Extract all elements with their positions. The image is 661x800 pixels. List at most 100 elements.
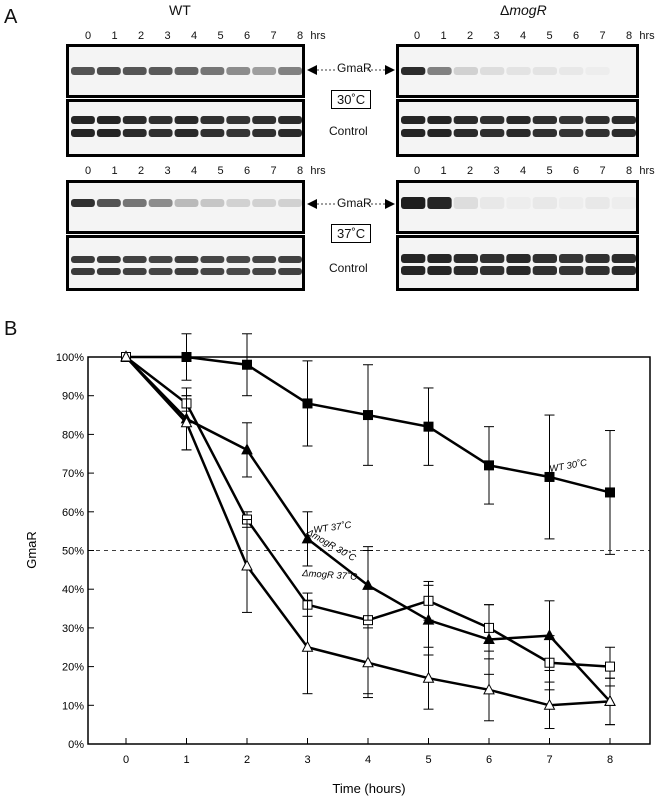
band [96, 199, 121, 207]
band [174, 268, 199, 275]
lane-number: 8 [296, 165, 304, 177]
band [200, 67, 225, 75]
control-label-bottom: Control [329, 261, 368, 275]
band [532, 129, 557, 137]
band [480, 67, 505, 75]
lane-number: 4 [519, 165, 527, 177]
band [148, 268, 173, 275]
band [148, 256, 173, 263]
band [71, 268, 95, 275]
band [200, 268, 225, 275]
band [401, 116, 426, 124]
lane-number: 3 [164, 165, 171, 177]
lane-number: 1 [440, 165, 447, 177]
band [122, 67, 147, 75]
lanes-unit: hrs [310, 30, 326, 42]
lane-number: 7 [270, 30, 277, 42]
band [532, 266, 557, 275]
lane-number: 0 [84, 30, 92, 42]
data-point [301, 532, 314, 544]
lane-number: 5 [217, 165, 224, 177]
lane-number: 5 [546, 165, 553, 177]
band [506, 254, 531, 263]
band [427, 266, 452, 275]
band [559, 116, 584, 124]
blot-wt-37-control [66, 235, 305, 291]
data-point [241, 559, 253, 571]
data-point [483, 683, 495, 695]
lane-number: 2 [137, 165, 145, 177]
data-point [605, 487, 615, 498]
lane-number: 6 [243, 30, 251, 42]
blot-mogr-30-control [396, 99, 639, 157]
data-point [483, 632, 495, 645]
x-tick-label: 8 [607, 754, 613, 766]
band [226, 268, 251, 275]
mogr-header: ΔmogR [500, 2, 547, 18]
band [401, 266, 426, 275]
band [611, 197, 636, 209]
band [96, 116, 121, 124]
mogr-lane-numbers-top: 0 1 2 3 4 5 6 7 8 hrs [340, 30, 660, 44]
mogr-gene-name: mogR [509, 2, 547, 18]
band [148, 116, 173, 124]
data-point [604, 694, 616, 706]
lane-number: 1 [111, 30, 118, 42]
x-tick-label: 5 [425, 754, 431, 766]
band [532, 254, 557, 263]
data-point [301, 640, 314, 652]
data-point [422, 613, 435, 625]
band [506, 67, 531, 75]
band [532, 116, 557, 124]
x-axis: 0 1 2 3 4 5 6 7 8 [123, 738, 613, 766]
x-tick-label: 0 [123, 754, 129, 766]
band [96, 129, 121, 137]
data-point [543, 698, 556, 710]
data-point [120, 350, 132, 362]
lane-number: 5 [217, 30, 224, 42]
lane-number: 4 [190, 165, 198, 177]
lane-number: 0 [84, 165, 92, 177]
band [453, 266, 478, 275]
band [401, 67, 426, 75]
y-tick-label: 10% [62, 700, 84, 712]
wt-lane-numbers-bottom: 0 1 2 3 4 5 6 7 8 hrs [0, 165, 340, 179]
data-point [422, 671, 435, 683]
band [278, 256, 302, 263]
band [252, 199, 277, 207]
lane-number: 4 [190, 30, 198, 42]
lane-number: 1 [111, 165, 118, 177]
band [174, 67, 199, 75]
band [427, 197, 452, 209]
band [453, 197, 478, 209]
y-tick-label: 30% [62, 623, 84, 635]
band [585, 129, 610, 137]
y-axis: 0% 10% 20% 30% 40% 50% 60% 70% 80% 90% 100% [56, 352, 94, 751]
band [427, 129, 452, 137]
band [71, 67, 95, 75]
lane-number: 0 [413, 30, 421, 42]
lane-number: 6 [572, 165, 580, 177]
band [453, 67, 478, 75]
band [506, 129, 531, 137]
band [148, 199, 173, 207]
band [559, 129, 584, 137]
panel-b-letter: B [4, 318, 18, 340]
gmar-label-bottom: GmaR [337, 196, 372, 210]
data-point [180, 416, 193, 428]
band [71, 129, 95, 137]
series-mogr-37-c [120, 350, 616, 730]
band [200, 199, 225, 207]
band [71, 199, 95, 207]
data-point [605, 661, 615, 672]
band [585, 266, 610, 275]
band [427, 254, 452, 263]
band [200, 116, 225, 124]
band [71, 256, 95, 263]
band [559, 254, 584, 263]
band [427, 116, 452, 124]
gmar-decay-chart: 0% 10% 20% 30% 40% 50% 60% 70% 80% 90% 100% 0 1 2 3 4 5… [24, 333, 651, 796]
band [252, 116, 277, 124]
data-point [241, 443, 253, 455]
band [611, 129, 636, 137]
